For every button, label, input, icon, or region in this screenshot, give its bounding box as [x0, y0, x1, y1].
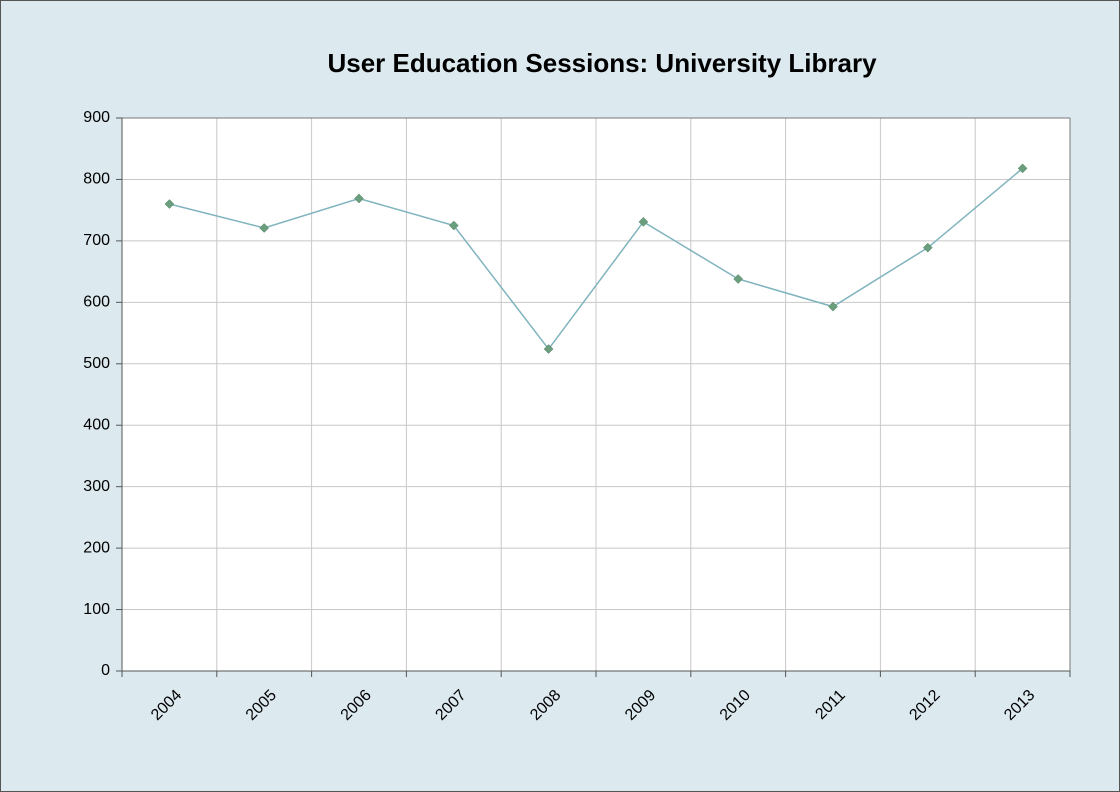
y-tick-label: 600	[83, 294, 110, 311]
y-tick-label: 100	[83, 601, 110, 618]
data-point	[259, 223, 270, 233]
y-tick-label: 400	[83, 416, 110, 433]
data-point	[164, 199, 175, 209]
data-point	[733, 274, 744, 284]
data-point	[448, 220, 459, 231]
chart-title: User Education Sessions: University Libr…	[327, 48, 877, 78]
data-point	[1017, 163, 1028, 174]
y-tick-label: 200	[83, 539, 110, 556]
data-point	[354, 193, 364, 204]
series-line	[169, 167, 1024, 351]
y-tick-label: 800	[83, 171, 110, 188]
data-point	[638, 216, 649, 227]
y-tick-label: 900	[83, 109, 110, 126]
data-point	[543, 344, 554, 354]
y-tick-label: 300	[83, 478, 110, 495]
y-tick-label: 0	[101, 662, 110, 679]
data-point	[828, 301, 838, 312]
y-tick-label: 500	[83, 355, 110, 372]
y-tick-label: 700	[83, 232, 110, 249]
data-point	[922, 242, 933, 253]
